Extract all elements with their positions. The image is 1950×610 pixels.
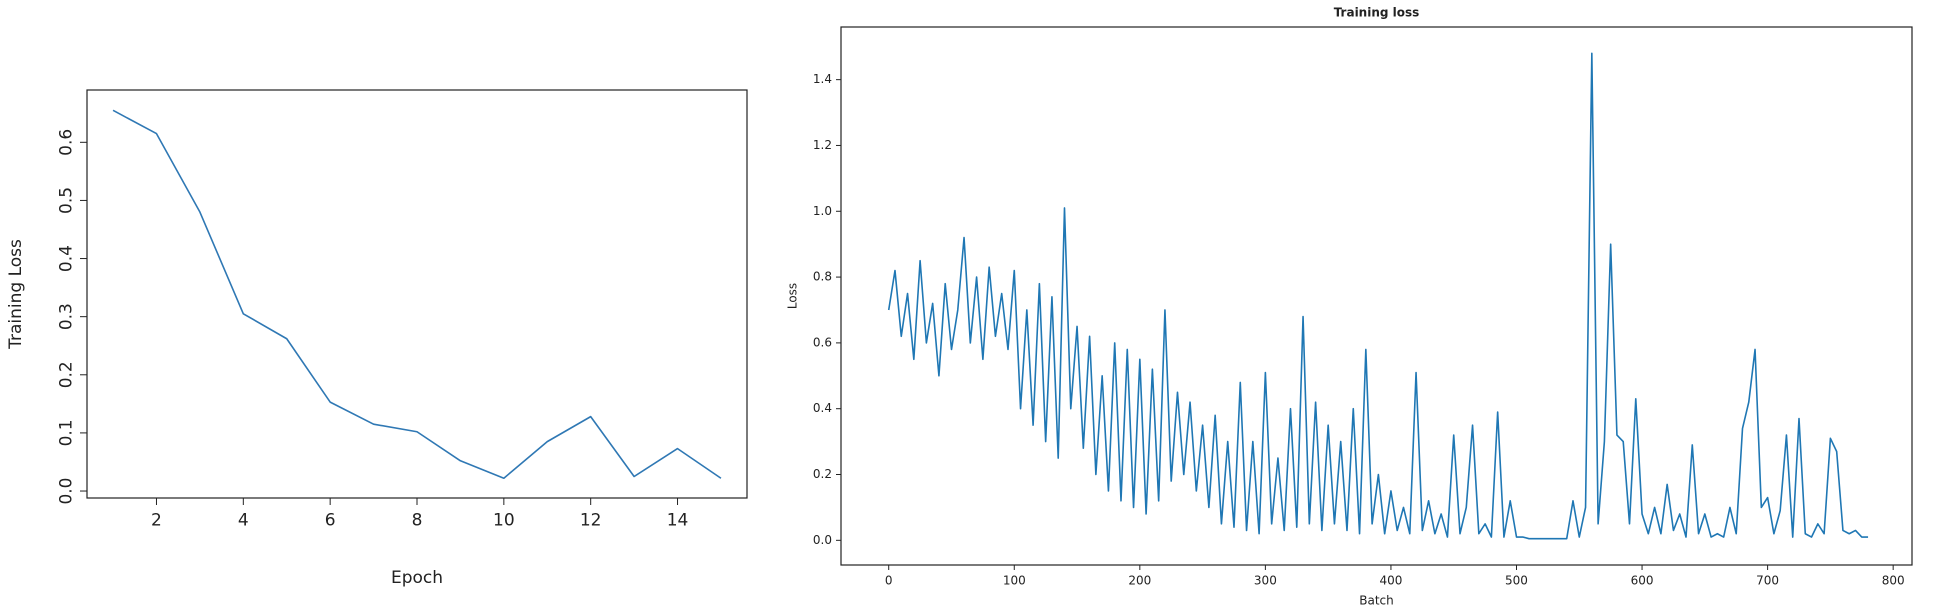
x-tick-label: 0 (885, 573, 893, 587)
plot-frame (840, 26, 1913, 566)
x-tick-label: 300 (1254, 573, 1277, 587)
x-tick-label: 6 (325, 510, 336, 530)
loss-line (112, 109, 722, 480)
x-tick-label: 14 (667, 510, 689, 530)
y-axis-label: Loss (786, 283, 800, 309)
y-tick-label: 0.4 (813, 401, 832, 415)
y-tick-label: 1.2 (813, 138, 832, 152)
y-tick-label: 0.2 (813, 467, 832, 481)
y-tick-label: 0.3 (56, 303, 76, 330)
x-tick-label: 8 (412, 510, 423, 530)
x-tick-label: 700 (1756, 573, 1779, 587)
y-tick-label: 0.8 (813, 270, 832, 284)
x-tick-label: 10 (493, 510, 515, 530)
chart: 0 100 200 300 400 500 600 700 800 0.0 0.2 0.4 0.6 0.8… (786, 6, 1913, 608)
x-tick-label: 2 (151, 510, 162, 530)
y-tick-label: 0.0 (813, 533, 832, 547)
x-tick-label: 100 (1003, 573, 1026, 587)
plot-frame (86, 89, 748, 499)
x-tick-label: 4 (238, 510, 249, 530)
x-axis-label: Epoch (391, 568, 443, 588)
x-tick-label: 800 (1882, 573, 1905, 587)
y-tick-label: 0.4 (56, 245, 76, 272)
y-tick-label: 0.6 (56, 129, 76, 156)
x-tick-label: 600 (1631, 573, 1654, 587)
y-tick-label: 0.2 (56, 361, 76, 388)
x-tick-label: 12 (580, 510, 602, 530)
y-tick-label: 1.0 (813, 204, 832, 218)
loss-line (887, 52, 1869, 540)
x-tick-label: 400 (1379, 573, 1402, 587)
y-tick-label: 0.5 (56, 187, 76, 214)
chart: 2 4 6 8 10 12 14 0.0 0.1 0.2 0.3 0.4 0.5 0.6 Epoch Trai… (6, 89, 748, 588)
y-axis-label: Training Loss (6, 239, 26, 350)
y-tick-label: 0.1 (56, 419, 76, 446)
y-tick-label: 0.0 (56, 478, 76, 505)
x-axis-label: Batch (1359, 594, 1394, 608)
y-tick-label: 0.6 (813, 335, 832, 349)
x-tick-label: 200 (1128, 573, 1151, 587)
y-tick-label: 1.4 (813, 72, 832, 86)
chart-title: Training loss (1334, 6, 1420, 20)
x-tick-label: 500 (1505, 573, 1528, 587)
